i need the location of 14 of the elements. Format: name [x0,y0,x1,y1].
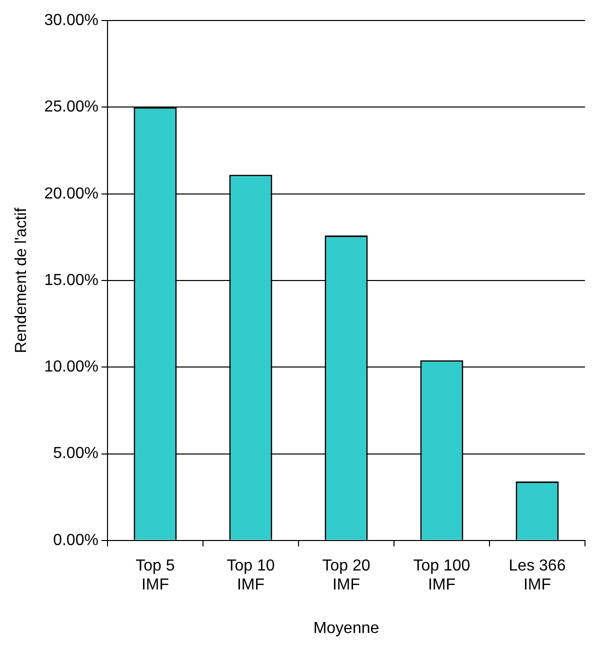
x-tick-label: Top 10 IMF [226,557,275,594]
y-tick-label: 20.00% [44,185,98,202]
y-tick-label: 5.00% [53,445,98,462]
y-tick-label: 25.00% [44,98,98,116]
y-tick-label: 10.00% [44,358,98,376]
x-tick-label: Top 20 IMF [322,557,370,594]
y-tick-label: 30.00% [44,12,98,30]
x-tick-label: Top 5 IMF [136,557,175,594]
y-axis-title: Rendement de l'actif [13,207,30,354]
x-tick-label: Top 100 IMF [413,557,470,594]
x-tick-label: Les 366 IMF [508,557,566,594]
y-tick-label: 15.00% [44,272,98,289]
x-axis-title: Moyenne [313,620,380,637]
y-tick-label: 0.00% [53,532,98,549]
